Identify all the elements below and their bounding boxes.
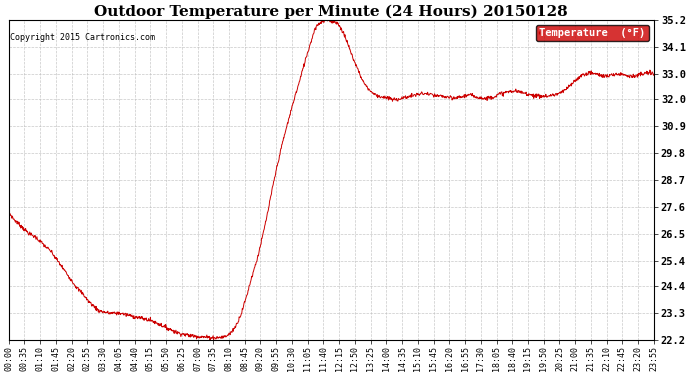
Text: Copyright 2015 Cartronics.com: Copyright 2015 Cartronics.com	[10, 33, 155, 42]
Legend: Temperature  (°F): Temperature (°F)	[536, 25, 649, 41]
Title: Outdoor Temperature per Minute (24 Hours) 20150128: Outdoor Temperature per Minute (24 Hours…	[95, 4, 568, 18]
